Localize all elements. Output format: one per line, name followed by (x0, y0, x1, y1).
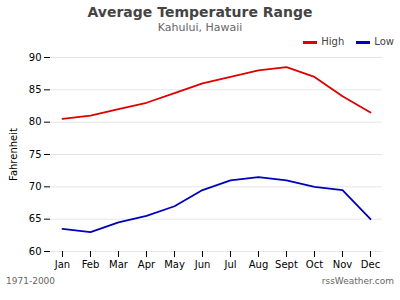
html-text:Low: Low (374, 36, 394, 47)
svg-text:Dec: Dec (361, 259, 380, 270)
svg-text:Oct: Oct (306, 259, 323, 270)
html-text:High: High (321, 36, 345, 47)
svg-text:Nov: Nov (333, 259, 353, 270)
svg-text:Mar: Mar (109, 259, 129, 270)
svg-text:Jan: Jan (54, 259, 70, 270)
svg-text:Feb: Feb (82, 259, 100, 270)
svg-text:Apr: Apr (138, 259, 156, 270)
html-text:1971-2000: 1971-2000 (6, 276, 56, 286)
svg-text:75: 75 (29, 149, 42, 160)
html-text:Average Temperature Range: Average Temperature Range (87, 4, 313, 20)
html-text:Kahului, Hawaii: Kahului, Hawaii (157, 21, 243, 34)
svg-text:85: 85 (29, 84, 42, 95)
svg-text:90: 90 (29, 52, 42, 63)
svg-text:Aug: Aug (249, 259, 269, 270)
svg-text:60: 60 (29, 246, 42, 257)
html-text:rssWeather.com: rssWeather.com (321, 276, 394, 286)
svg-text:Jul: Jul (223, 259, 236, 270)
svg-text:80: 80 (29, 116, 42, 127)
svg-text:Fahrenheit: Fahrenheit (8, 128, 19, 181)
svg-text:70: 70 (29, 181, 42, 192)
svg-text:May: May (164, 259, 185, 270)
svg-text:Sept: Sept (275, 259, 298, 270)
svg-text:Jun: Jun (194, 259, 211, 270)
svg-text:65: 65 (29, 213, 42, 224)
